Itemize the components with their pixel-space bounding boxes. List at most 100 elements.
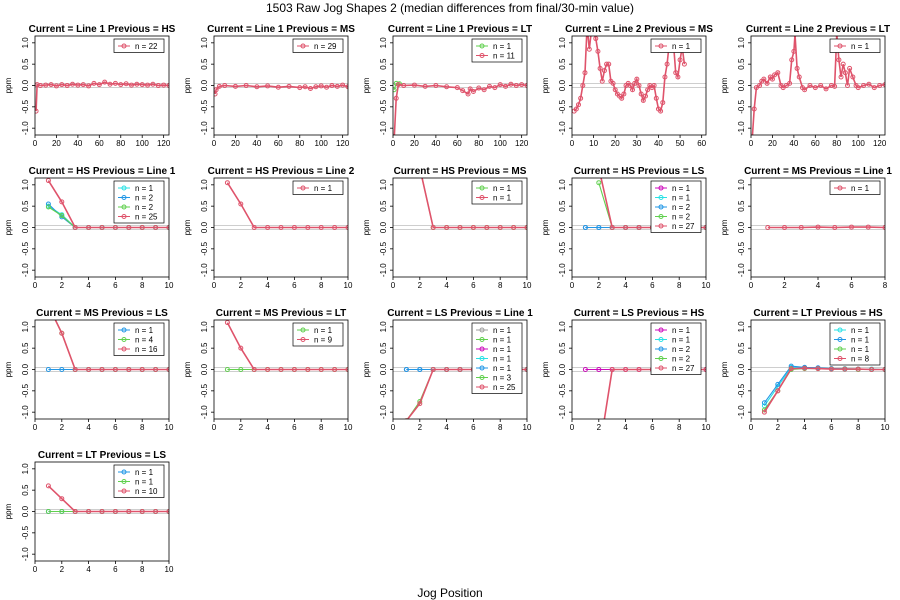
data-point [575, 102, 581, 108]
data-point [265, 367, 271, 372]
data-point [297, 85, 303, 91]
x-tick-label: 40 [789, 139, 798, 148]
legend-label: n = 25 [493, 383, 516, 392]
legend: n = 1n = 1n = 1n = 1n = 1n = 3n = 25 [471, 322, 523, 394]
y-axis-label: ppm [362, 77, 371, 93]
series-group [751, 36, 885, 135]
x-tick-label: 8 [498, 423, 503, 432]
data-point [807, 83, 813, 88]
legend-marker [658, 43, 664, 49]
chart-panel: Current = Line 1 Previous = HS -1.0 -0.5 0.… [4, 24, 176, 148]
legend-box [829, 38, 881, 53]
data-point [251, 225, 257, 230]
series-line [763, 368, 885, 411]
y-tick-label: -1.0 [21, 405, 30, 419]
data-point [72, 509, 78, 514]
data-point [43, 82, 49, 88]
data-point [59, 330, 65, 336]
data-point [757, 83, 763, 88]
legend: n = 1 [829, 180, 881, 195]
legend-marker [479, 337, 485, 342]
x-tick-label: 0 [212, 281, 217, 290]
legend-label: n = 2 [672, 345, 691, 354]
data-point [139, 82, 145, 88]
legend-marker [479, 43, 485, 49]
legend-label: n = 1 [314, 326, 333, 335]
legend-marker [658, 195, 664, 200]
legend-marker [837, 356, 843, 361]
panel-title: Current = HS Previous = MS [394, 166, 527, 177]
x-tick-label: 0 [391, 423, 396, 432]
legend: n = 1n = 9 [292, 322, 344, 347]
data-point [59, 213, 65, 219]
legend-label: n = 2 [135, 194, 154, 203]
legend-label: n = 1 [493, 326, 512, 335]
legend-box [650, 38, 702, 53]
data-point [764, 80, 770, 86]
y-tick-label: -0.5 [379, 241, 388, 255]
x-tick-label: 0 [212, 139, 217, 148]
x-tick-label: 0 [570, 281, 575, 290]
series-group [393, 80, 527, 135]
y-tick-label: 0.0 [21, 363, 30, 375]
data-point [313, 84, 319, 90]
legend-marker [121, 479, 127, 484]
x-tick-label: 2 [418, 423, 423, 432]
data-point [840, 61, 846, 67]
data-point [107, 81, 113, 87]
data-point [102, 79, 108, 85]
data-point [139, 509, 145, 514]
series-group [761, 363, 885, 415]
data-point [403, 367, 409, 372]
data-point [855, 85, 861, 91]
y-tick-label: -0.5 [21, 525, 30, 539]
y-tick-label: -0.5 [737, 99, 746, 113]
legend-marker [658, 356, 664, 361]
x-tick-label: 120 [157, 139, 171, 148]
x-tick-label: 0 [749, 423, 754, 432]
y-tick-label: 1.0 [21, 37, 30, 49]
data-point [573, 106, 579, 112]
data-point [653, 95, 659, 101]
data-point [45, 367, 51, 372]
data-point [508, 81, 514, 87]
chart-panel: Current = MS Previous = Line 1 -1.0 -0.5 0.… [720, 166, 892, 290]
x-tick-label: 0 [570, 139, 575, 148]
data-point [524, 83, 527, 88]
y-tick-label: 0.5 [379, 200, 388, 212]
x-tick-label: 40 [252, 139, 261, 148]
x-tick-label: 2 [418, 281, 423, 290]
data-point [609, 367, 615, 372]
data-point [457, 367, 463, 372]
legend-label: n = 1 [493, 184, 512, 193]
data-point [465, 91, 471, 97]
y-tick-label: 0.0 [558, 79, 567, 91]
y-tick-label: -0.5 [21, 241, 30, 255]
data-point [411, 82, 417, 88]
data-point [871, 85, 877, 91]
x-tick-label: 20 [768, 139, 777, 148]
data-point [224, 180, 230, 186]
x-tick-label: 0 [33, 565, 38, 574]
chart-panel: Current = Line 2 Previous = LT -1.0 -0.5 0.… [720, 24, 890, 148]
legend-label: n = 27 [672, 222, 695, 231]
x-tick-label: 2 [60, 565, 65, 574]
data-point [503, 83, 509, 89]
data-point [222, 83, 228, 88]
y-tick-label: -0.5 [558, 99, 567, 113]
y-axis-label: ppm [183, 361, 192, 377]
data-point [45, 201, 51, 207]
data-point [675, 74, 681, 80]
legend-marker [121, 488, 127, 494]
data-point [345, 367, 348, 372]
x-tick-label: 6 [113, 565, 118, 574]
legend-marker [121, 469, 127, 475]
x-axis-label: Jog Position [417, 586, 482, 600]
series-group [582, 367, 706, 419]
data-point [45, 204, 51, 210]
data-point [278, 367, 284, 372]
x-tick-label: 6 [829, 423, 834, 432]
data-point [836, 57, 842, 63]
data-point [251, 367, 257, 372]
data-point [606, 61, 612, 67]
